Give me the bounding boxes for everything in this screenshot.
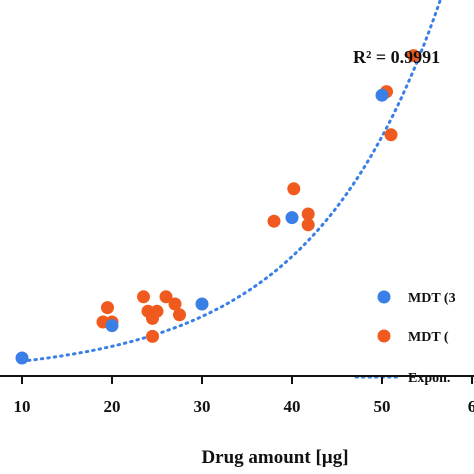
legend-label-series-2: MDT ( (408, 330, 449, 345)
x-axis-ticks: 10 20 30 40 50 6 (14, 376, 474, 416)
data-point-series-1 (285, 211, 299, 225)
x-tick-label: 30 (194, 397, 211, 416)
data-point-series-2 (287, 182, 301, 196)
x-axis-label: Drug amount [µg] (201, 447, 348, 468)
x-tick-label: 10 (14, 397, 31, 416)
points-layer (15, 49, 420, 365)
data-point-series-1 (15, 351, 29, 365)
data-point-series-2 (168, 297, 182, 311)
x-tick-label: 6 (468, 397, 474, 416)
data-point-series-1 (375, 88, 389, 102)
x-tick-label: 20 (104, 397, 121, 416)
data-point-series-2 (407, 49, 420, 63)
data-point-series-2 (159, 290, 173, 304)
x-tick-label: 40 (284, 397, 301, 416)
x-tick-label: 50 (374, 397, 391, 416)
data-point-series-2 (267, 214, 281, 228)
data-point-series-2 (301, 207, 315, 221)
r-squared-annotation: R² = 0.9991 (353, 47, 440, 67)
legend-marker-series-1 (377, 290, 391, 304)
data-point-series-1 (195, 297, 209, 311)
data-point-series-1 (105, 319, 119, 333)
legend-label-series-1: MDT (3 (408, 291, 456, 306)
data-point-series-2 (173, 308, 186, 322)
data-point-series-2 (384, 128, 398, 142)
data-point-series-2 (146, 329, 159, 343)
data-point-series-2 (301, 218, 315, 232)
data-point-series-2 (150, 304, 164, 318)
legend: MDT (3 MDT ( Expon. (354, 290, 456, 386)
data-point-series-2 (137, 290, 150, 304)
legend-marker-series-2 (377, 329, 391, 343)
data-point-series-2 (101, 301, 114, 315)
legend-label-fit: Expon. (408, 371, 450, 386)
